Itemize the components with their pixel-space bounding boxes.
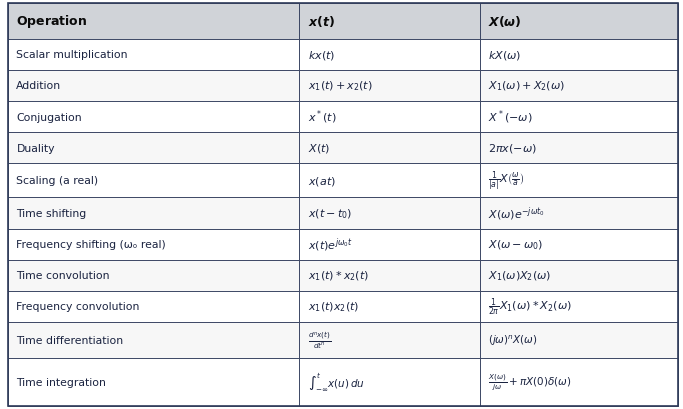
Text: Addition: Addition [16,81,61,91]
Bar [299,260,480,291]
Bar [299,291,480,322]
Bar [8,40,299,71]
Bar [299,40,480,71]
Text: $X(\omega)e^{-j\omega t_0}$: $X(\omega)e^{-j\omega t_0}$ [488,204,545,222]
Bar [8,260,299,291]
Bar [480,229,678,260]
Text: Time convolution: Time convolution [16,270,110,281]
Bar [8,322,299,357]
Bar [299,322,480,357]
Bar [480,260,678,291]
Bar [480,71,678,102]
Text: $(j\omega)^n X(\omega)$: $(j\omega)^n X(\omega)$ [488,333,538,347]
Bar [480,198,678,229]
Text: $X(\omega - \omega_0)$: $X(\omega - \omega_0)$ [488,238,544,251]
Bar [8,357,299,406]
Text: $2\pi x(-\omega)$: $2\pi x(-\omega)$ [488,142,537,155]
Bar [8,229,299,260]
Text: $x_1(t) + x_2(t)$: $x_1(t) + x_2(t)$ [307,79,372,93]
Text: $x(t - t_0)$: $x(t - t_0)$ [307,207,352,220]
Text: Frequency shifting (ωₒ real): Frequency shifting (ωₒ real) [16,239,166,249]
Text: Duality: Duality [16,143,55,153]
Text: Time shifting: Time shifting [16,209,87,218]
Bar [299,4,480,40]
Bar [8,133,299,164]
Bar [480,164,678,198]
Bar [480,40,678,71]
Bar [8,102,299,133]
Bar [8,164,299,198]
Text: $X^*(-\omega)$: $X^*(-\omega)$ [488,108,533,126]
Bar [299,198,480,229]
Text: $kX(\omega)$: $kX(\omega)$ [488,49,521,62]
Bar [299,133,480,164]
Bar [480,4,678,40]
Bar [299,357,480,406]
Text: $X_1(\omega) + X_2(\omega)$: $X_1(\omega) + X_2(\omega)$ [488,79,566,93]
Bar [480,322,678,357]
Text: $\boldsymbol{X(\omega)}$: $\boldsymbol{X(\omega)}$ [488,14,522,29]
Bar [8,4,299,40]
Text: Conjugation: Conjugation [16,112,82,122]
Text: Time integration: Time integration [16,377,107,387]
Text: $\boldsymbol{x(t)}$: $\boldsymbol{x(t)}$ [307,14,335,29]
Text: $\frac{X(\omega)}{j\omega} + \pi X(0)\delta(\omega)$: $\frac{X(\omega)}{j\omega} + \pi X(0)\de… [488,371,572,392]
Text: $\frac{1}{2\pi}X_1(\omega)*X_2(\omega)$: $\frac{1}{2\pi}X_1(\omega)*X_2(\omega)$ [488,296,572,317]
Text: $kx(t)$: $kx(t)$ [307,49,335,62]
Text: Scalar multiplication: Scalar multiplication [16,50,128,60]
Text: $X(t)$: $X(t)$ [307,142,330,155]
Text: $\frac{d^n x(t)}{dt^n}$: $\frac{d^n x(t)}{dt^n}$ [307,330,331,350]
Text: $\int_{-\infty}^{t} x(u)\,du$: $\int_{-\infty}^{t} x(u)\,du$ [307,371,364,393]
Bar [299,164,480,198]
Bar [8,291,299,322]
Text: $x_1(t)*x_2(t)$: $x_1(t)*x_2(t)$ [307,269,369,282]
Bar [480,357,678,406]
Text: $X_1(\omega)X_2(\omega)$: $X_1(\omega)X_2(\omega)$ [488,269,552,282]
Text: Frequency convolution: Frequency convolution [16,301,140,312]
Bar [299,229,480,260]
Bar [480,133,678,164]
Text: Time differentiation: Time differentiation [16,335,124,345]
Text: $x^*(t)$: $x^*(t)$ [307,108,336,126]
Bar [480,291,678,322]
Bar [480,102,678,133]
Text: $x(at)$: $x(at)$ [307,174,335,187]
Bar [8,198,299,229]
Text: Scaling (a real): Scaling (a real) [16,176,98,186]
Text: $\bf{Operation}$: $\bf{Operation}$ [16,13,88,30]
Bar [299,102,480,133]
Bar [299,71,480,102]
Text: $x(t)e^{j\omega_0 t}$: $x(t)e^{j\omega_0 t}$ [307,236,352,253]
Text: $\frac{1}{|a|}X\left(\frac{\omega}{a}\right)$: $\frac{1}{|a|}X\left(\frac{\omega}{a}\ri… [488,169,525,193]
Bar [8,71,299,102]
Text: $x_1(t)x_2(t)$: $x_1(t)x_2(t)$ [307,300,359,313]
